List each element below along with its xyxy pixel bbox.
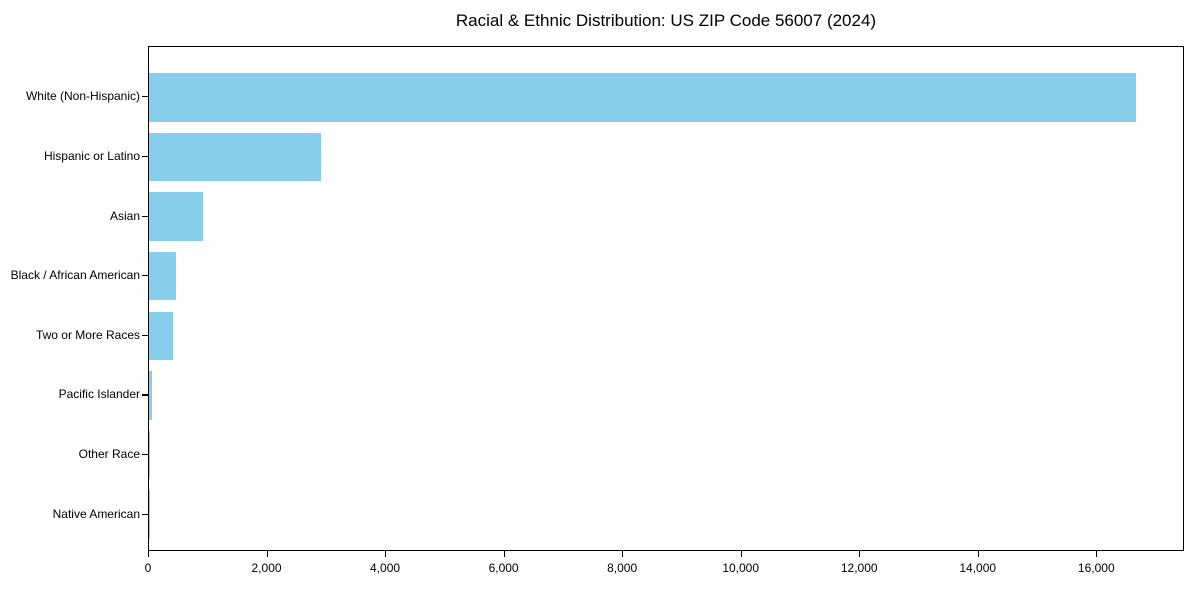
x-axis-label: 0 (144, 561, 152, 575)
bar (149, 251, 177, 301)
bar (149, 192, 203, 241)
y-axis-label: Asian (109, 208, 140, 223)
x-tick-mark (266, 551, 268, 557)
bar (149, 132, 321, 182)
x-tick-mark (385, 551, 387, 557)
x-axis-label: 16,000 (1077, 561, 1115, 575)
x-axis-label: 12,000 (840, 561, 878, 575)
y-axis-label: Two or More Races (35, 327, 140, 342)
bar (149, 73, 1136, 122)
x-axis-label: 6,000 (488, 561, 519, 575)
y-tick-mark (142, 155, 148, 158)
bar (149, 311, 174, 361)
y-axis-label: White (Non-Hispanic) (25, 89, 140, 104)
y-tick-mark (142, 394, 148, 396)
y-tick-mark (142, 275, 148, 277)
y-tick-mark (142, 96, 148, 98)
y-axis-label: Hispanic or Latino (43, 148, 140, 163)
chart-title: Racial & Ethnic Distribution: US ZIP Cod… (455, 11, 877, 30)
y-tick-mark (142, 215, 148, 217)
x-axis-label: 10,000 (722, 561, 760, 575)
x-tick-mark (859, 551, 861, 557)
y-axis-label: Other Race (78, 447, 140, 462)
x-tick-mark (622, 551, 624, 557)
bar (149, 430, 151, 480)
y-axis-label: Black / African American (10, 268, 140, 283)
x-axis-label: 4,000 (370, 561, 401, 575)
x-tick-mark (1096, 551, 1098, 557)
x-axis-label: 8,000 (607, 561, 638, 575)
x-axis-label: 14,000 (959, 561, 997, 575)
y-axis-label: Native American (52, 506, 140, 521)
x-tick-mark (977, 551, 979, 557)
x-tick-mark (148, 551, 150, 557)
bar (149, 371, 153, 420)
plot-area (148, 46, 1184, 551)
y-tick-mark (142, 334, 148, 336)
x-axis-label: 2,000 (251, 561, 282, 575)
x-tick-mark (503, 551, 505, 557)
y-tick-mark (142, 454, 148, 456)
y-tick-mark (142, 513, 148, 515)
x-tick-mark (740, 551, 742, 557)
y-axis-label: Pacific Islander (58, 387, 140, 402)
